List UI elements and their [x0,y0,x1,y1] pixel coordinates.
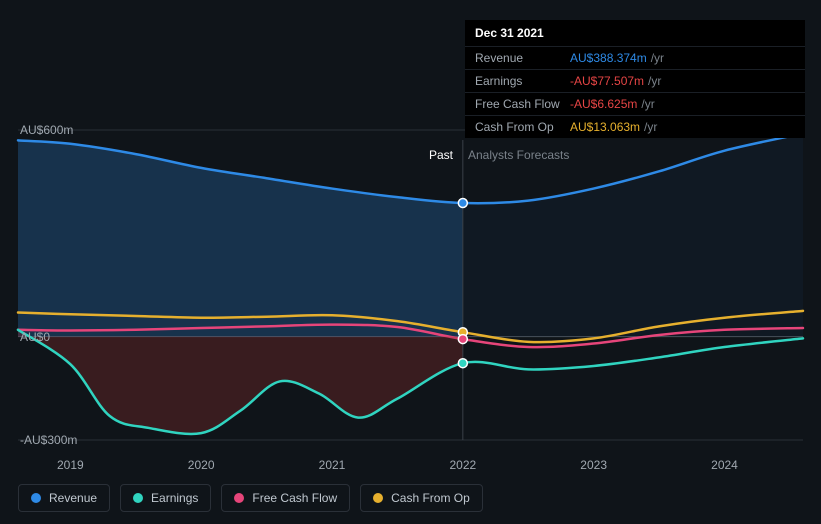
tooltip-suffix: /yr [651,51,664,65]
tooltip-label: Earnings [475,74,570,88]
legend-dot [31,493,41,503]
tooltip-label: Cash From Op [475,120,570,134]
financial-chart: Dec 31 2021 Revenue AU$388.374m /yrEarni… [0,0,821,524]
tooltip-value: -AU$6.625m [570,97,637,111]
legend-dot [234,493,244,503]
forecast-label: Analysts Forecasts [468,148,569,162]
legend-label: Cash From Op [391,491,470,505]
tooltip-value: AU$13.063m [570,120,640,134]
legend-item[interactable]: Cash From Op [360,484,483,512]
x-axis-label: 2023 [580,458,607,472]
legend-label: Revenue [49,491,97,505]
x-axis-label: 2022 [449,458,476,472]
chart-tooltip: Dec 31 2021 Revenue AU$388.374m /yrEarni… [465,20,805,138]
y-axis-label: AU$0 [20,330,50,344]
tooltip-value: -AU$77.507m [570,74,644,88]
x-axis-label: 2019 [57,458,84,472]
x-axis-label: 2021 [319,458,346,472]
legend-label: Free Cash Flow [252,491,337,505]
legend-dot [373,493,383,503]
past-label: Past [429,148,453,162]
tooltip-suffix: /yr [644,120,657,134]
legend-item[interactable]: Revenue [18,484,110,512]
legend: Revenue Earnings Free Cash Flow Cash Fro… [18,484,483,512]
legend-label: Earnings [151,491,198,505]
legend-item[interactable]: Earnings [120,484,211,512]
tooltip-row: Free Cash Flow -AU$6.625m /yr [465,92,805,115]
x-axis-label: 2020 [188,458,215,472]
tooltip-row: Cash From Op AU$13.063m /yr [465,115,805,138]
y-axis-label: AU$600m [20,123,73,137]
tooltip-row: Earnings -AU$77.507m /yr [465,69,805,92]
x-axis-label: 2024 [711,458,738,472]
y-axis-label: -AU$300m [20,433,77,447]
tooltip-suffix: /yr [648,74,661,88]
tooltip-row: Revenue AU$388.374m /yr [465,46,805,69]
legend-item[interactable]: Free Cash Flow [221,484,350,512]
tooltip-date: Dec 31 2021 [465,20,805,46]
tooltip-label: Revenue [475,51,570,65]
tooltip-suffix: /yr [641,97,654,111]
tooltip-label: Free Cash Flow [475,97,570,111]
tooltip-value: AU$388.374m [570,51,647,65]
legend-dot [133,493,143,503]
